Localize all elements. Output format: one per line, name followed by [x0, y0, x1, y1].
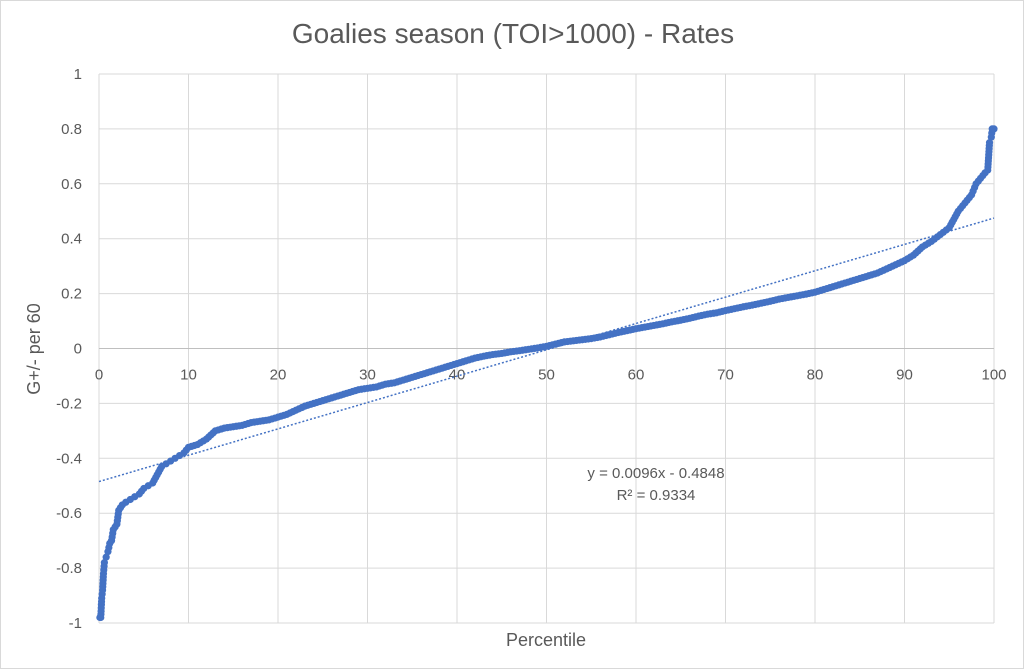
y-tick-label: 0.2: [61, 286, 82, 303]
y-tick-label: -0.6: [56, 505, 82, 522]
data-point: [990, 125, 998, 133]
x-tick-label: 50: [538, 367, 555, 384]
x-tick-label: 80: [807, 367, 824, 384]
x-tick-label: 90: [896, 367, 913, 384]
chart-title: Goalies season (TOI>1000) - Rates: [292, 18, 734, 49]
y-tick-label: -0.4: [56, 450, 82, 467]
y-tick-label: 1: [74, 66, 82, 83]
x-axis-title: Percentile: [506, 630, 586, 650]
x-tick-label: 20: [270, 367, 287, 384]
x-axis: 0 10 20 30 40 50 60 70 80 90 100: [95, 348, 1007, 384]
data-points: [96, 125, 998, 622]
y-tick-label: 0.4: [61, 231, 82, 248]
trendline-equation: y = 0.0096x - 0.4848: [587, 465, 724, 482]
data-point: [102, 553, 110, 561]
x-tick-label: 60: [628, 367, 645, 384]
x-tick-label: 10: [180, 367, 197, 384]
y-axis-title: G+/- per 60: [24, 303, 44, 395]
r-squared-label: R² = 0.9334: [617, 487, 696, 504]
y-tick-label: -0.2: [56, 395, 82, 412]
y-tick-label: 0: [74, 341, 82, 358]
x-tick-label: 0: [95, 367, 103, 384]
x-tick-label: 70: [717, 367, 734, 384]
x-tick-label: 100: [981, 367, 1006, 384]
y-tick-label: -1: [69, 615, 82, 632]
y-tick-label: 0.6: [61, 176, 82, 193]
trendline: [98, 217, 995, 483]
x-tick-label: 30: [359, 367, 376, 384]
y-tick-label: 0.8: [61, 121, 82, 138]
y-tick-label: -0.8: [56, 560, 82, 577]
x-tick-label: 40: [449, 367, 466, 384]
data-point: [985, 139, 994, 147]
data-point: [100, 559, 108, 567]
y-axis-ticks: 1 0.8 0.6 0.4 0.2 0 -0.2 -0.4 -0.6 -0.8 -1: [56, 66, 82, 632]
